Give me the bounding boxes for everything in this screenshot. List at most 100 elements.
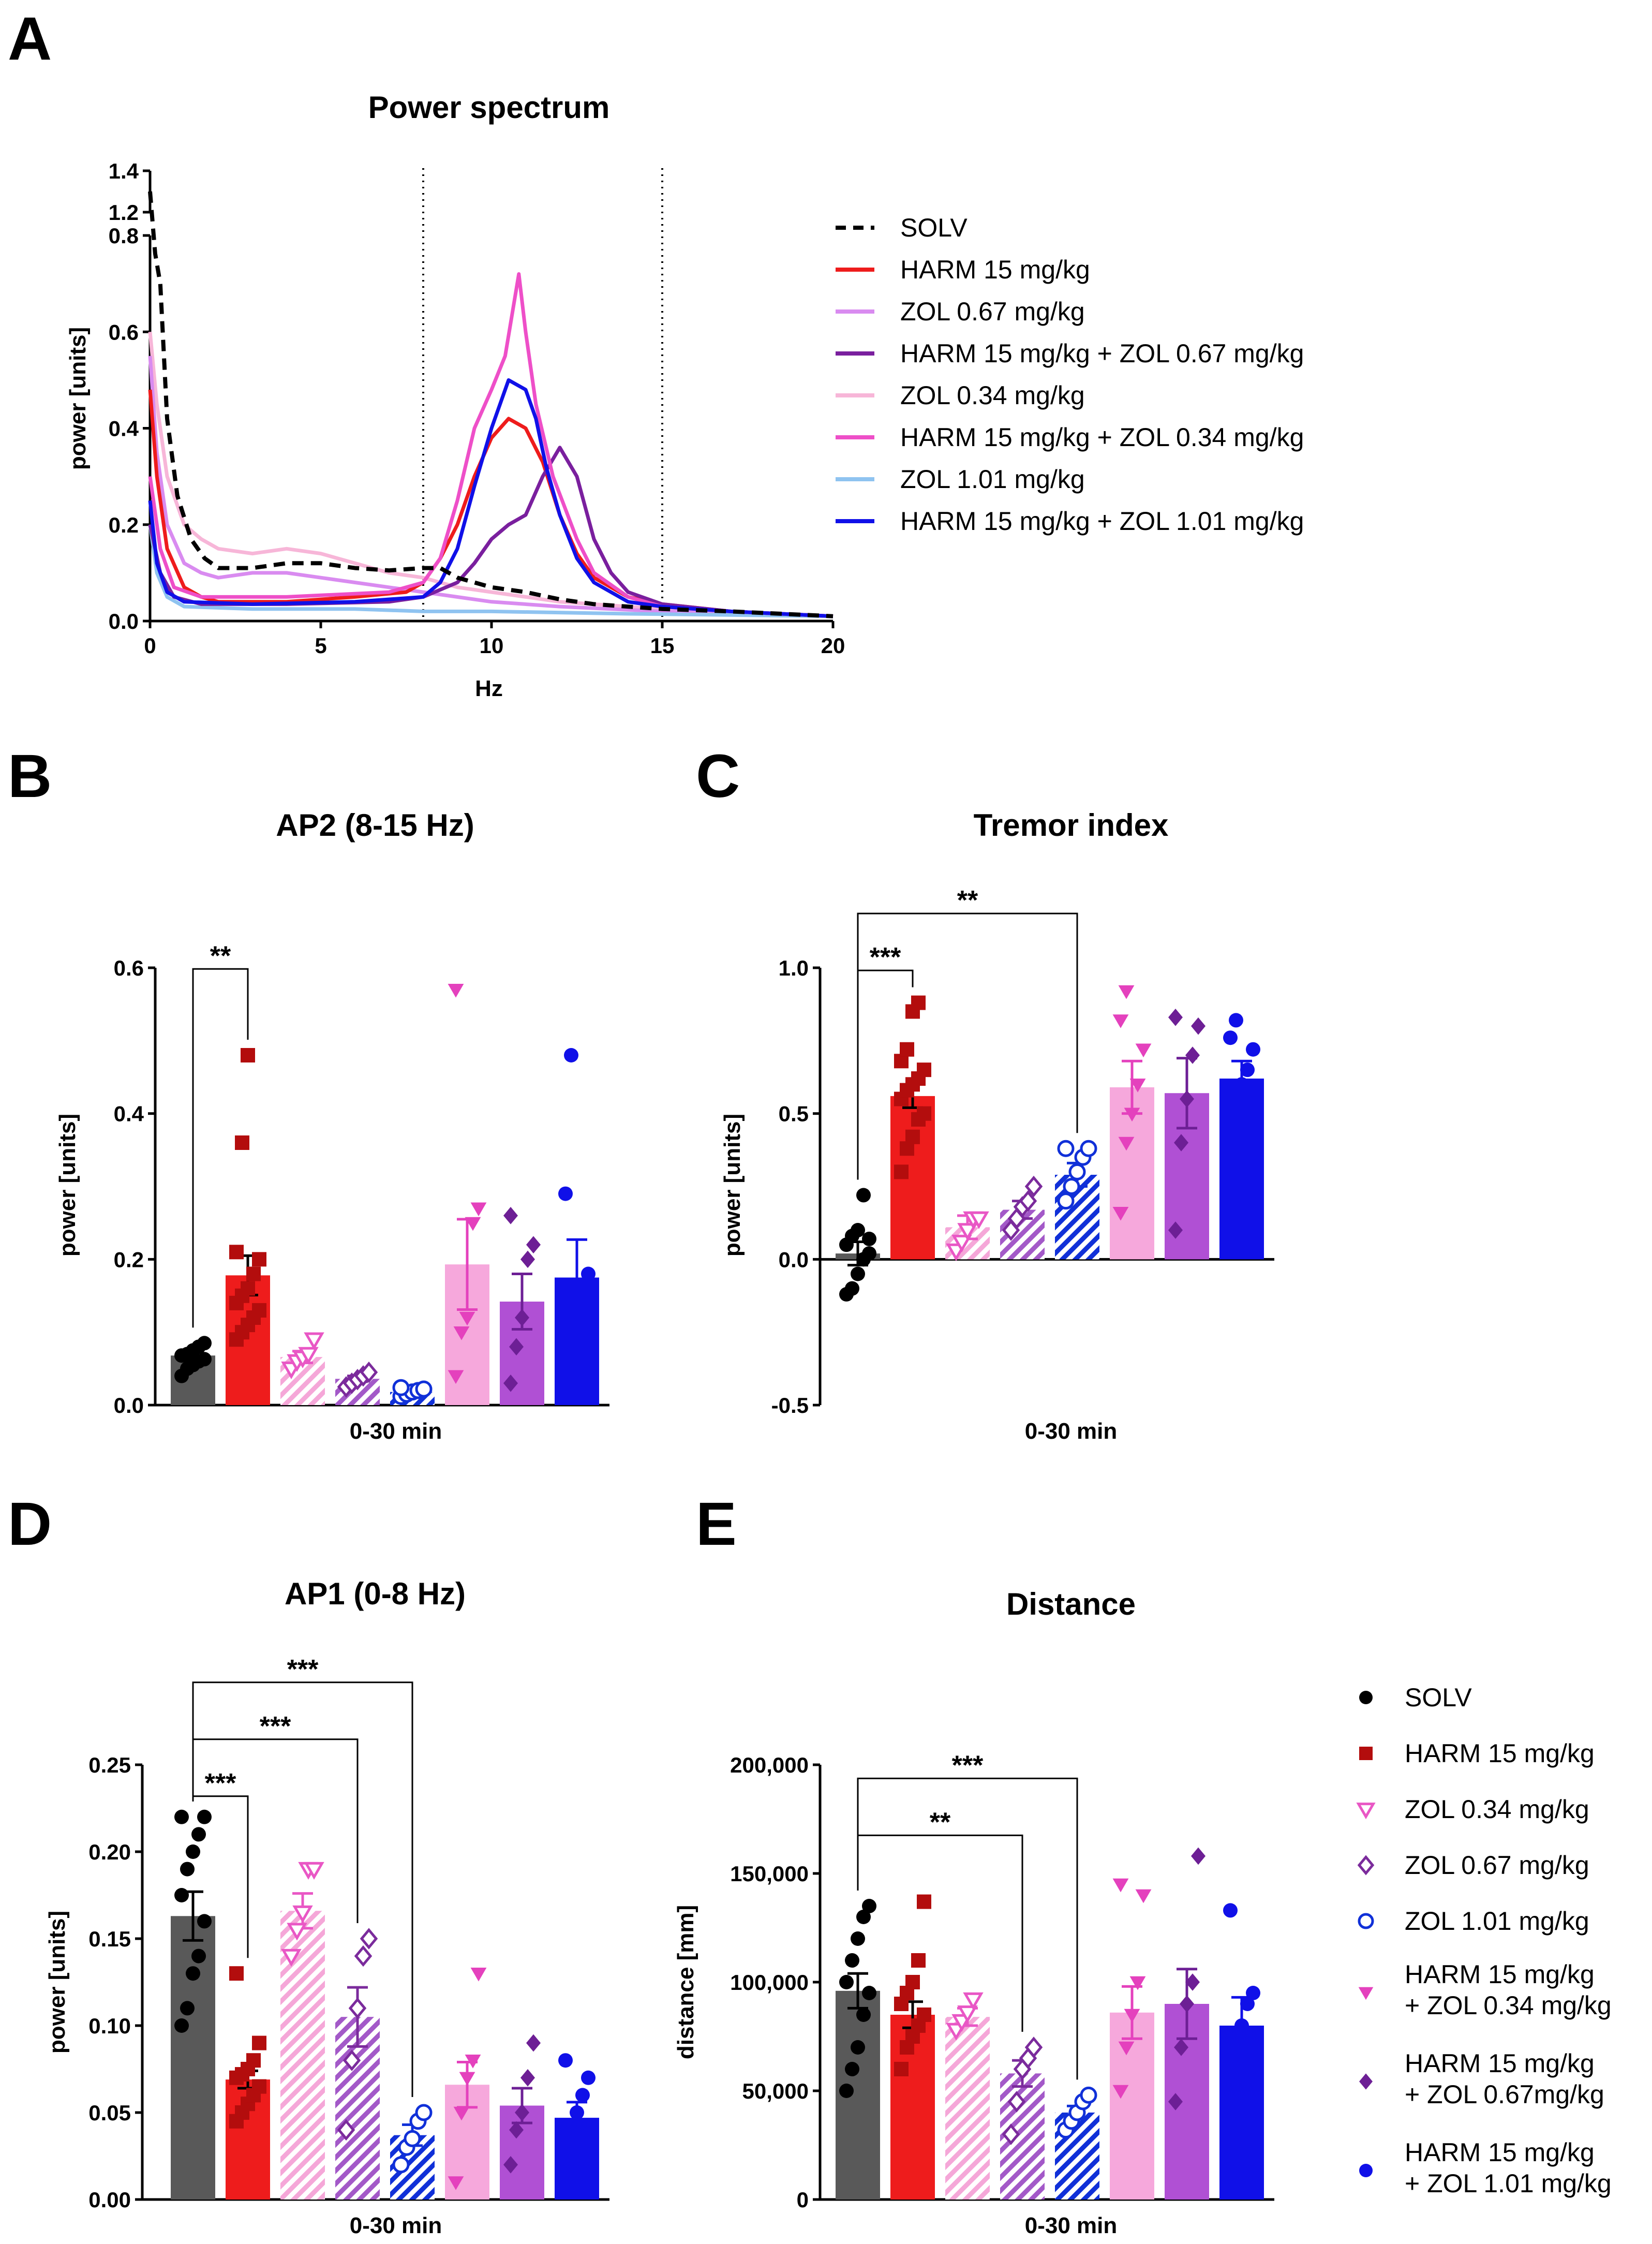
panel-e-y-tick-label: 0 <box>797 2188 809 2212</box>
panel-e-data-point <box>845 2062 859 2076</box>
panel-b-data-point <box>415 1380 433 1398</box>
panel-d-data-point <box>564 2140 578 2155</box>
panel-c-data-point <box>917 1106 931 1121</box>
group-legend: SOLV HARM 15 mg/kg ZOL 0.34 mg/kg ZOL 0.67 … <box>1356 1683 1612 2198</box>
panel-b-data-point <box>564 1354 578 1369</box>
panel-e-data-point <box>1223 1903 1238 1918</box>
panel-e-data-point <box>839 2084 854 2098</box>
panel-a-series-line <box>148 272 834 618</box>
panel-e-bar <box>945 2017 990 2199</box>
panel-a-y-tick-label: 0.2 <box>109 513 139 537</box>
group-legend-label: ZOL 1.01 mg/kg <box>1405 1907 1589 1936</box>
panel-d-data-point <box>459 2072 475 2086</box>
group-legend-label: SOLV <box>1405 1683 1472 1712</box>
panel-a-ylabel: power [units] <box>65 327 91 470</box>
group-legend-marker <box>1359 2073 1373 2090</box>
panel-e-data-point <box>1024 2036 1043 2058</box>
panel-c-data-point <box>1229 1013 1243 1028</box>
panel-b-data-point <box>558 1383 573 1398</box>
panel-c-data-point <box>1223 1150 1238 1165</box>
panel-a-legend-label: SOLV <box>900 213 968 242</box>
panel-e-data-point <box>862 1899 876 1913</box>
group-legend-label: ZOL 0.34 mg/kg <box>1405 1795 1589 1824</box>
panel-d-ylabel: power [units] <box>44 1911 70 2054</box>
panel-d-data-point <box>503 2156 518 2174</box>
panel-e-data-point <box>1112 1878 1129 1893</box>
panel-b-data-point <box>509 1338 524 1356</box>
panel-c-data-point <box>900 1042 914 1057</box>
panel-e-data-point <box>1080 2086 1097 2104</box>
panel-c-data-point <box>1240 1062 1255 1077</box>
panel-e-data-point <box>1118 2041 1135 2056</box>
panel-e-data-point <box>856 1910 871 1924</box>
panel-d-data-point <box>197 1914 212 1929</box>
panel-a-legend-label: HARM 15 mg/kg + ZOL 0.34 mg/kg <box>900 423 1304 452</box>
panel-b-data-point <box>241 1281 255 1296</box>
panel-d-y-tick-label: 0.25 <box>88 1753 131 1777</box>
panel-a-xlabel: Hz <box>475 676 503 701</box>
panel-c-data-point <box>917 1062 931 1077</box>
panel-d-y-tick-label: 0.10 <box>88 2014 131 2038</box>
panel-d-significance-bracket <box>192 1738 359 1923</box>
panel-d-data-point <box>229 1966 244 1981</box>
panel-d-data-point <box>292 1905 313 1923</box>
panel-c-data-point <box>1118 1136 1135 1151</box>
panel-c-data-point <box>1234 1077 1249 1092</box>
panel-letter-d: D <box>8 1490 52 1558</box>
panel-a-y-tick-label: 0.8 <box>109 224 139 248</box>
panel-d-xlabel: 0-30 min <box>350 2213 442 2238</box>
group-legend-marker <box>1359 1691 1373 1704</box>
panel-e-data-point <box>963 1992 984 2010</box>
panel-c-data-point <box>1185 1046 1200 1064</box>
panel-c-data-point <box>1124 1108 1140 1122</box>
panel-e-data-point <box>1223 2105 1238 2120</box>
panel-b-data-point <box>564 1048 578 1062</box>
panel-d-data-point <box>515 2104 529 2121</box>
panel-d-bar <box>171 1916 215 2199</box>
panel-d-data-point <box>392 2156 410 2174</box>
panel-b-data-point <box>558 1186 573 1201</box>
panel-letter-b: B <box>8 742 52 810</box>
panel-e-title: Distance <box>1006 1587 1136 1621</box>
panel-c-significance-label: ** <box>957 885 978 916</box>
panel-d-data-point <box>304 1862 324 1880</box>
panel-a-title: Power spectrum <box>368 90 610 125</box>
panel-a-x-tick-label: 5 <box>315 633 326 658</box>
panel-c-data-point <box>1068 1163 1086 1180</box>
panel-e-y-tick-label: 100,000 <box>730 1970 809 1995</box>
panel-b-data-point <box>246 1266 261 1281</box>
panel-d-y-tick-label: 0.15 <box>88 1927 131 1951</box>
panel-b: AP2 (8-15 Hz) 0-30 min power [units] 0.0… <box>55 808 609 1444</box>
panel-d-data-point <box>348 1997 367 2019</box>
panel-d-data-point <box>570 2105 584 2120</box>
panel-c-y-tick-label: 0.0 <box>779 1247 809 1272</box>
panel-b-data-point <box>197 1352 212 1367</box>
panel-a-legend-label: HARM 15 mg/kg + ZOL 1.01 mg/kg <box>900 507 1304 536</box>
panel-b-data-point <box>298 1347 319 1365</box>
panel-e-data-point <box>856 2007 871 2022</box>
panel-b-data-point <box>581 1266 596 1281</box>
panel-e-ylabel: distance [mm] <box>673 1905 698 2059</box>
panel-a-plot: 0.0 0.2 0.4 0.6 0.81.2 1.4 0 5 10 15 20 <box>109 159 845 658</box>
panel-d-data-point <box>465 2055 481 2069</box>
panel-d-data-point <box>180 2001 195 2016</box>
panel-e-data-point <box>1174 2039 1188 2056</box>
panel-c-data-point <box>1223 1030 1238 1045</box>
panel-d-data-point <box>287 1923 307 1941</box>
panel-e-data-point <box>851 2040 865 2055</box>
panel-d-data-point <box>404 2130 421 2147</box>
panel-c-data-point <box>1135 1043 1152 1058</box>
panel-b-data-point <box>465 1217 481 1231</box>
panel-a-series-line <box>148 331 834 618</box>
panel-b-data-point <box>470 1202 487 1217</box>
panel-c-data-point <box>969 1211 989 1229</box>
panel-b-y-tick-label: 0.2 <box>114 1247 144 1272</box>
panel-b-ylabel: power [units] <box>55 1114 80 1257</box>
group-legend-marker <box>1358 1913 1374 1929</box>
panel-d-significance-label: *** <box>287 1655 319 1685</box>
panel-b-data-point <box>515 1309 529 1326</box>
panel-c-data-point <box>1112 1014 1129 1028</box>
panel-b-xlabel: 0-30 min <box>350 1419 442 1444</box>
panel-a-x-tick-label: 0 <box>144 633 156 658</box>
